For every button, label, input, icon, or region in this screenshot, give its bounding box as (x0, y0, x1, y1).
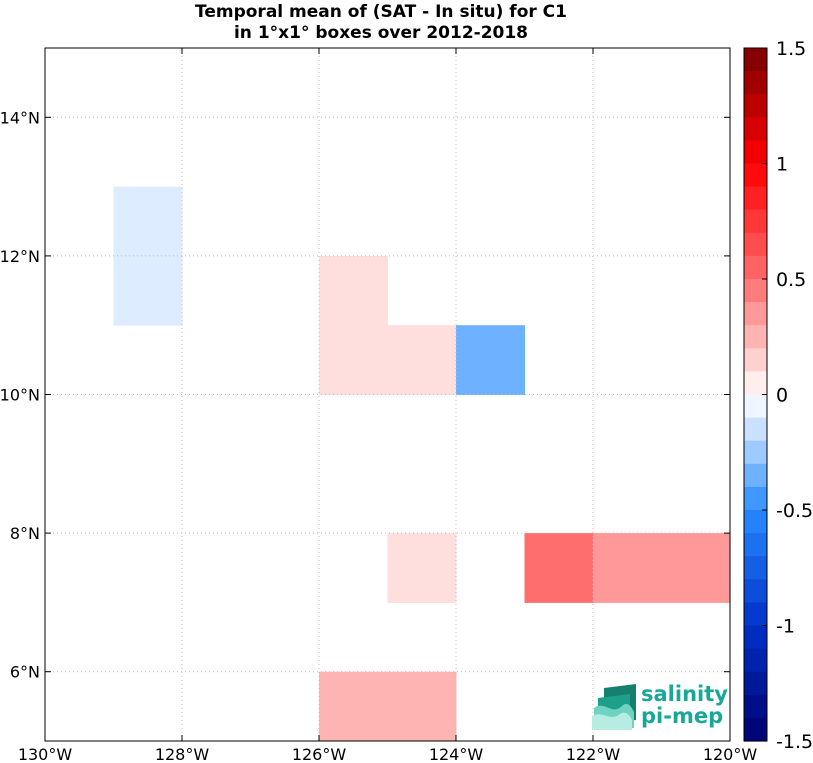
colorbar-segment (744, 579, 767, 603)
colorbar-segment (744, 602, 767, 627)
colorbar-segment (744, 510, 767, 534)
heatmap-cell (661, 533, 731, 603)
colorbar-tick-label: 0.5 (776, 269, 806, 291)
heatmap-cell (524, 533, 594, 603)
colorbar-tick-label: -1.5 (776, 731, 813, 753)
logo-text-salinity: salinity (641, 682, 728, 706)
colorbar-segment (744, 232, 767, 257)
y-tick-label: 6°N (10, 663, 40, 682)
chart-title-line2: in 1°x1° boxes over 2012-2018 (234, 23, 528, 43)
colorbar-segment (744, 255, 767, 280)
y-tick-label: 12°N (0, 247, 40, 266)
colorbar-segment (744, 94, 767, 118)
colorbar-segment (744, 348, 767, 372)
colorbar-segment (744, 440, 767, 465)
colorbar-segment (744, 371, 767, 396)
colorbar-segment (744, 556, 767, 580)
colorbar-segment (744, 394, 767, 419)
colorbar-segment (744, 302, 767, 326)
heatmap-cell (456, 325, 525, 395)
heatmap-cells (113, 186, 731, 742)
colorbar-segment (744, 71, 767, 95)
x-tick-label: 120°W (703, 745, 758, 763)
x-tick-label: 128°W (155, 745, 210, 763)
heatmap-cell (387, 671, 457, 742)
heatmap-cell (319, 255, 388, 326)
colorbar-segment (744, 717, 767, 742)
chart-title-line1: Temporal mean of (SAT - In situ) for C1 (195, 2, 567, 22)
x-tick-label: 126°W (292, 745, 347, 763)
colorbar-segment (744, 648, 767, 673)
colorbar-tick-label: 1.5 (776, 38, 806, 60)
colorbar-segment (744, 48, 767, 72)
colorbar-segment (744, 625, 767, 650)
heatmap-cell (319, 671, 388, 742)
colorbar-segment (744, 671, 767, 696)
colorbar-segment (744, 694, 767, 719)
colorbar-segment (744, 163, 767, 188)
y-tick-label: 8°N (10, 524, 40, 543)
colorbar-segment (744, 279, 767, 303)
heatmap-cell (113, 255, 183, 326)
heatmap-cell (593, 533, 662, 603)
logo-text-pimep: pi-mep (641, 704, 723, 728)
axis-ticks: 130°W 128°W 126°W 124°W 122°W 120°W 6°N 8°N 10°N… (0, 48, 757, 763)
x-tick-label: 130°W (18, 745, 73, 763)
colorbar-tick-label: -1 (776, 616, 795, 638)
heatmap-cell (387, 533, 457, 603)
colorbar-tick-label: 0 (776, 385, 788, 407)
heatmap-cell (387, 325, 457, 395)
colorbar-tick-label: 1 (776, 154, 788, 176)
colorbar-segment (744, 325, 767, 349)
logo-waves-icon (592, 684, 636, 730)
colorbar-segment (744, 486, 767, 511)
colorbar-segment (744, 117, 767, 141)
colorbar-segment (744, 533, 767, 557)
salinity-pi-mep-logo: salinity pi-mep (592, 682, 728, 730)
colorbar-tick-label: -0.5 (776, 500, 813, 522)
colorbar-segment (744, 463, 767, 488)
x-tick-label: 124°W (429, 745, 484, 763)
colorbar-segment (744, 140, 767, 165)
y-tick-label: 10°N (0, 386, 40, 405)
colorbar: 1.5 1 0.5 0 -0.5 -1 -1.5 (743, 38, 813, 753)
colorbar-segment (744, 209, 767, 234)
x-tick-label: 122°W (566, 745, 621, 763)
heatmap-cell (319, 325, 388, 395)
colorbar-segment (744, 417, 767, 442)
colorbar-segment (744, 186, 767, 211)
heatmap-cell (113, 186, 183, 257)
y-tick-label: 14°N (0, 108, 40, 127)
